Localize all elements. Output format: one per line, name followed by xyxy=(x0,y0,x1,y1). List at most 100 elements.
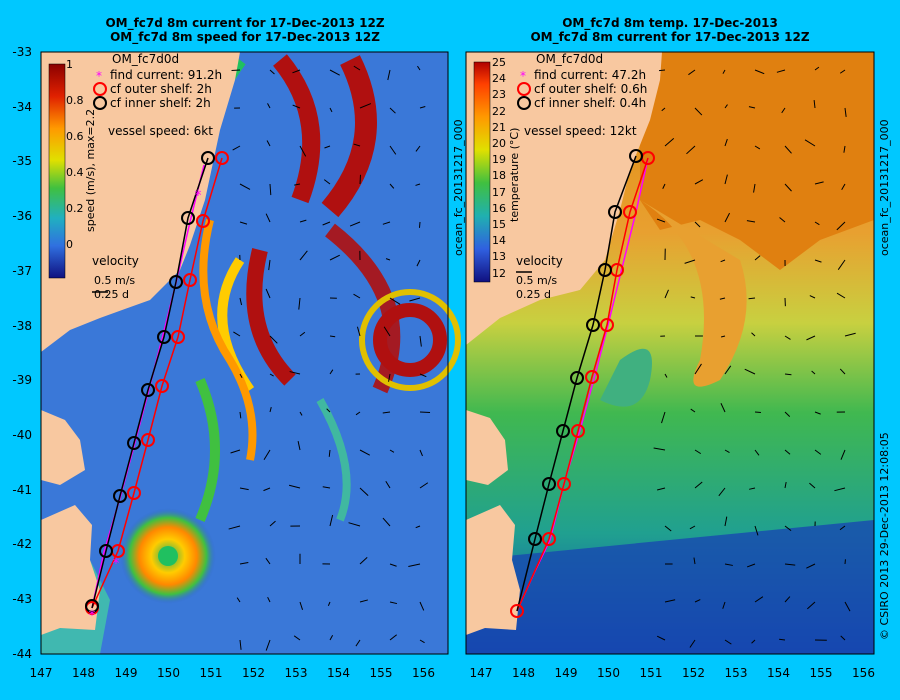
current-vector xyxy=(724,104,728,109)
current-vector xyxy=(754,69,765,75)
svg-text:*: * xyxy=(520,69,526,83)
right-legend-find: find current: 47.2h xyxy=(534,68,647,82)
current-vector xyxy=(746,563,756,568)
current-vector xyxy=(232,145,241,151)
current-vector xyxy=(694,449,702,455)
current-vector xyxy=(814,66,820,71)
current-vector xyxy=(718,487,726,497)
left-title-line2: OM_fc7d 8m speed for 17-Dec-2013 12Z xyxy=(110,30,380,44)
current-vector xyxy=(294,183,301,186)
current-vector xyxy=(356,326,361,337)
current-vector xyxy=(389,145,397,155)
right-title-line1: OM_fc7d 8m temp. 17-Dec-2013 xyxy=(562,16,778,30)
current-vector xyxy=(744,368,756,375)
right-colorbar xyxy=(473,61,491,283)
colorbar-tick: 23 xyxy=(492,88,506,102)
right-legend-outer: cf outer shelf: 0.6h xyxy=(534,82,648,96)
svg-text:*: * xyxy=(195,188,202,204)
current-vector xyxy=(720,259,726,263)
current-vector xyxy=(329,514,334,527)
current-vector xyxy=(299,331,306,337)
current-vector xyxy=(269,335,278,344)
left-vessel-speed: vessel speed: 6kt xyxy=(108,124,213,138)
current-vector xyxy=(784,183,792,192)
current-vector xyxy=(269,69,275,75)
current-vector xyxy=(348,522,361,527)
current-vector xyxy=(754,255,761,261)
right-velocity-line2: 0.25 d xyxy=(516,288,551,301)
current-vector xyxy=(419,335,422,347)
current-vector xyxy=(239,562,249,565)
left-panel-title: OM_fc7d 8m current for 17-Dec-2013 12Z O… xyxy=(40,16,450,44)
current-vector xyxy=(329,254,340,261)
current-vector xyxy=(724,449,730,453)
x-tick-label: 152 xyxy=(682,666,705,680)
current-vector xyxy=(784,335,791,340)
current-vector xyxy=(349,221,361,227)
current-vector xyxy=(784,481,787,489)
right-velocity-title: velocity xyxy=(516,254,563,268)
current-vector xyxy=(694,599,701,603)
current-vector xyxy=(263,449,271,461)
current-vector xyxy=(409,297,421,302)
current-vector xyxy=(416,259,421,267)
current-vector xyxy=(724,138,728,147)
current-vector xyxy=(289,371,301,375)
y-tick-label: -39 xyxy=(12,373,32,388)
current-vector xyxy=(689,639,696,648)
current-vector xyxy=(419,449,423,457)
colorbar-tick: 20 xyxy=(492,137,506,150)
left-legend: * xyxy=(92,69,108,293)
colorbar-tick: 14 xyxy=(492,234,506,248)
current-vector xyxy=(653,447,666,451)
current-vector xyxy=(840,635,846,641)
current-vector xyxy=(359,449,371,456)
x-tick-label: 155 xyxy=(809,666,833,680)
y-tick-label: -41 xyxy=(12,482,32,497)
current-vector xyxy=(664,373,668,378)
left-colorbar xyxy=(48,63,66,279)
x-tick-label: 156 xyxy=(852,666,875,680)
current-vector xyxy=(724,365,732,375)
y-tick-label: -36 xyxy=(12,209,32,224)
current-vector xyxy=(719,297,726,300)
current-vector xyxy=(684,259,696,264)
current-vector xyxy=(784,411,791,417)
current-vector xyxy=(779,217,786,223)
y-tick-label: -40 xyxy=(12,427,32,442)
current-vector xyxy=(267,596,271,603)
current-vector xyxy=(694,221,701,228)
current-vector xyxy=(837,259,846,270)
left-model-name: OM_fc7d0d xyxy=(112,52,180,66)
current-vector xyxy=(239,297,243,306)
current-vector xyxy=(269,373,274,377)
x-tick-label: 150 xyxy=(157,666,180,680)
current-vector xyxy=(408,563,421,567)
current-vector xyxy=(781,107,786,114)
current-vector xyxy=(387,69,391,81)
current-vector xyxy=(329,335,336,338)
right-panel-title: OM_fc7d 8m temp. 17-Dec-2013 OM_fc7d 8m … xyxy=(465,16,875,44)
current-vector xyxy=(754,145,761,150)
current-vector xyxy=(694,179,704,185)
current-vector xyxy=(419,411,431,414)
y-tick-label: -37 xyxy=(12,263,32,278)
colorbar-tick: 12 xyxy=(492,266,506,280)
colorbar-tick: 22 xyxy=(492,104,506,118)
x-tick-label: 151 xyxy=(199,666,223,680)
current-vector xyxy=(809,482,816,489)
current-vector xyxy=(811,370,816,375)
current-vector xyxy=(269,520,276,527)
current-vector xyxy=(754,596,764,603)
current-vector xyxy=(329,635,334,641)
y-tick-label: -43 xyxy=(12,592,32,606)
current-vector xyxy=(720,403,726,413)
current-vector xyxy=(389,601,398,605)
current-vector xyxy=(239,221,248,225)
current-vector xyxy=(385,480,391,489)
current-vector xyxy=(656,635,666,641)
current-vector xyxy=(722,601,726,609)
y-tick-label: -35 xyxy=(12,154,32,169)
x-tick-label: 155 xyxy=(369,666,393,680)
current-vector xyxy=(694,107,703,116)
